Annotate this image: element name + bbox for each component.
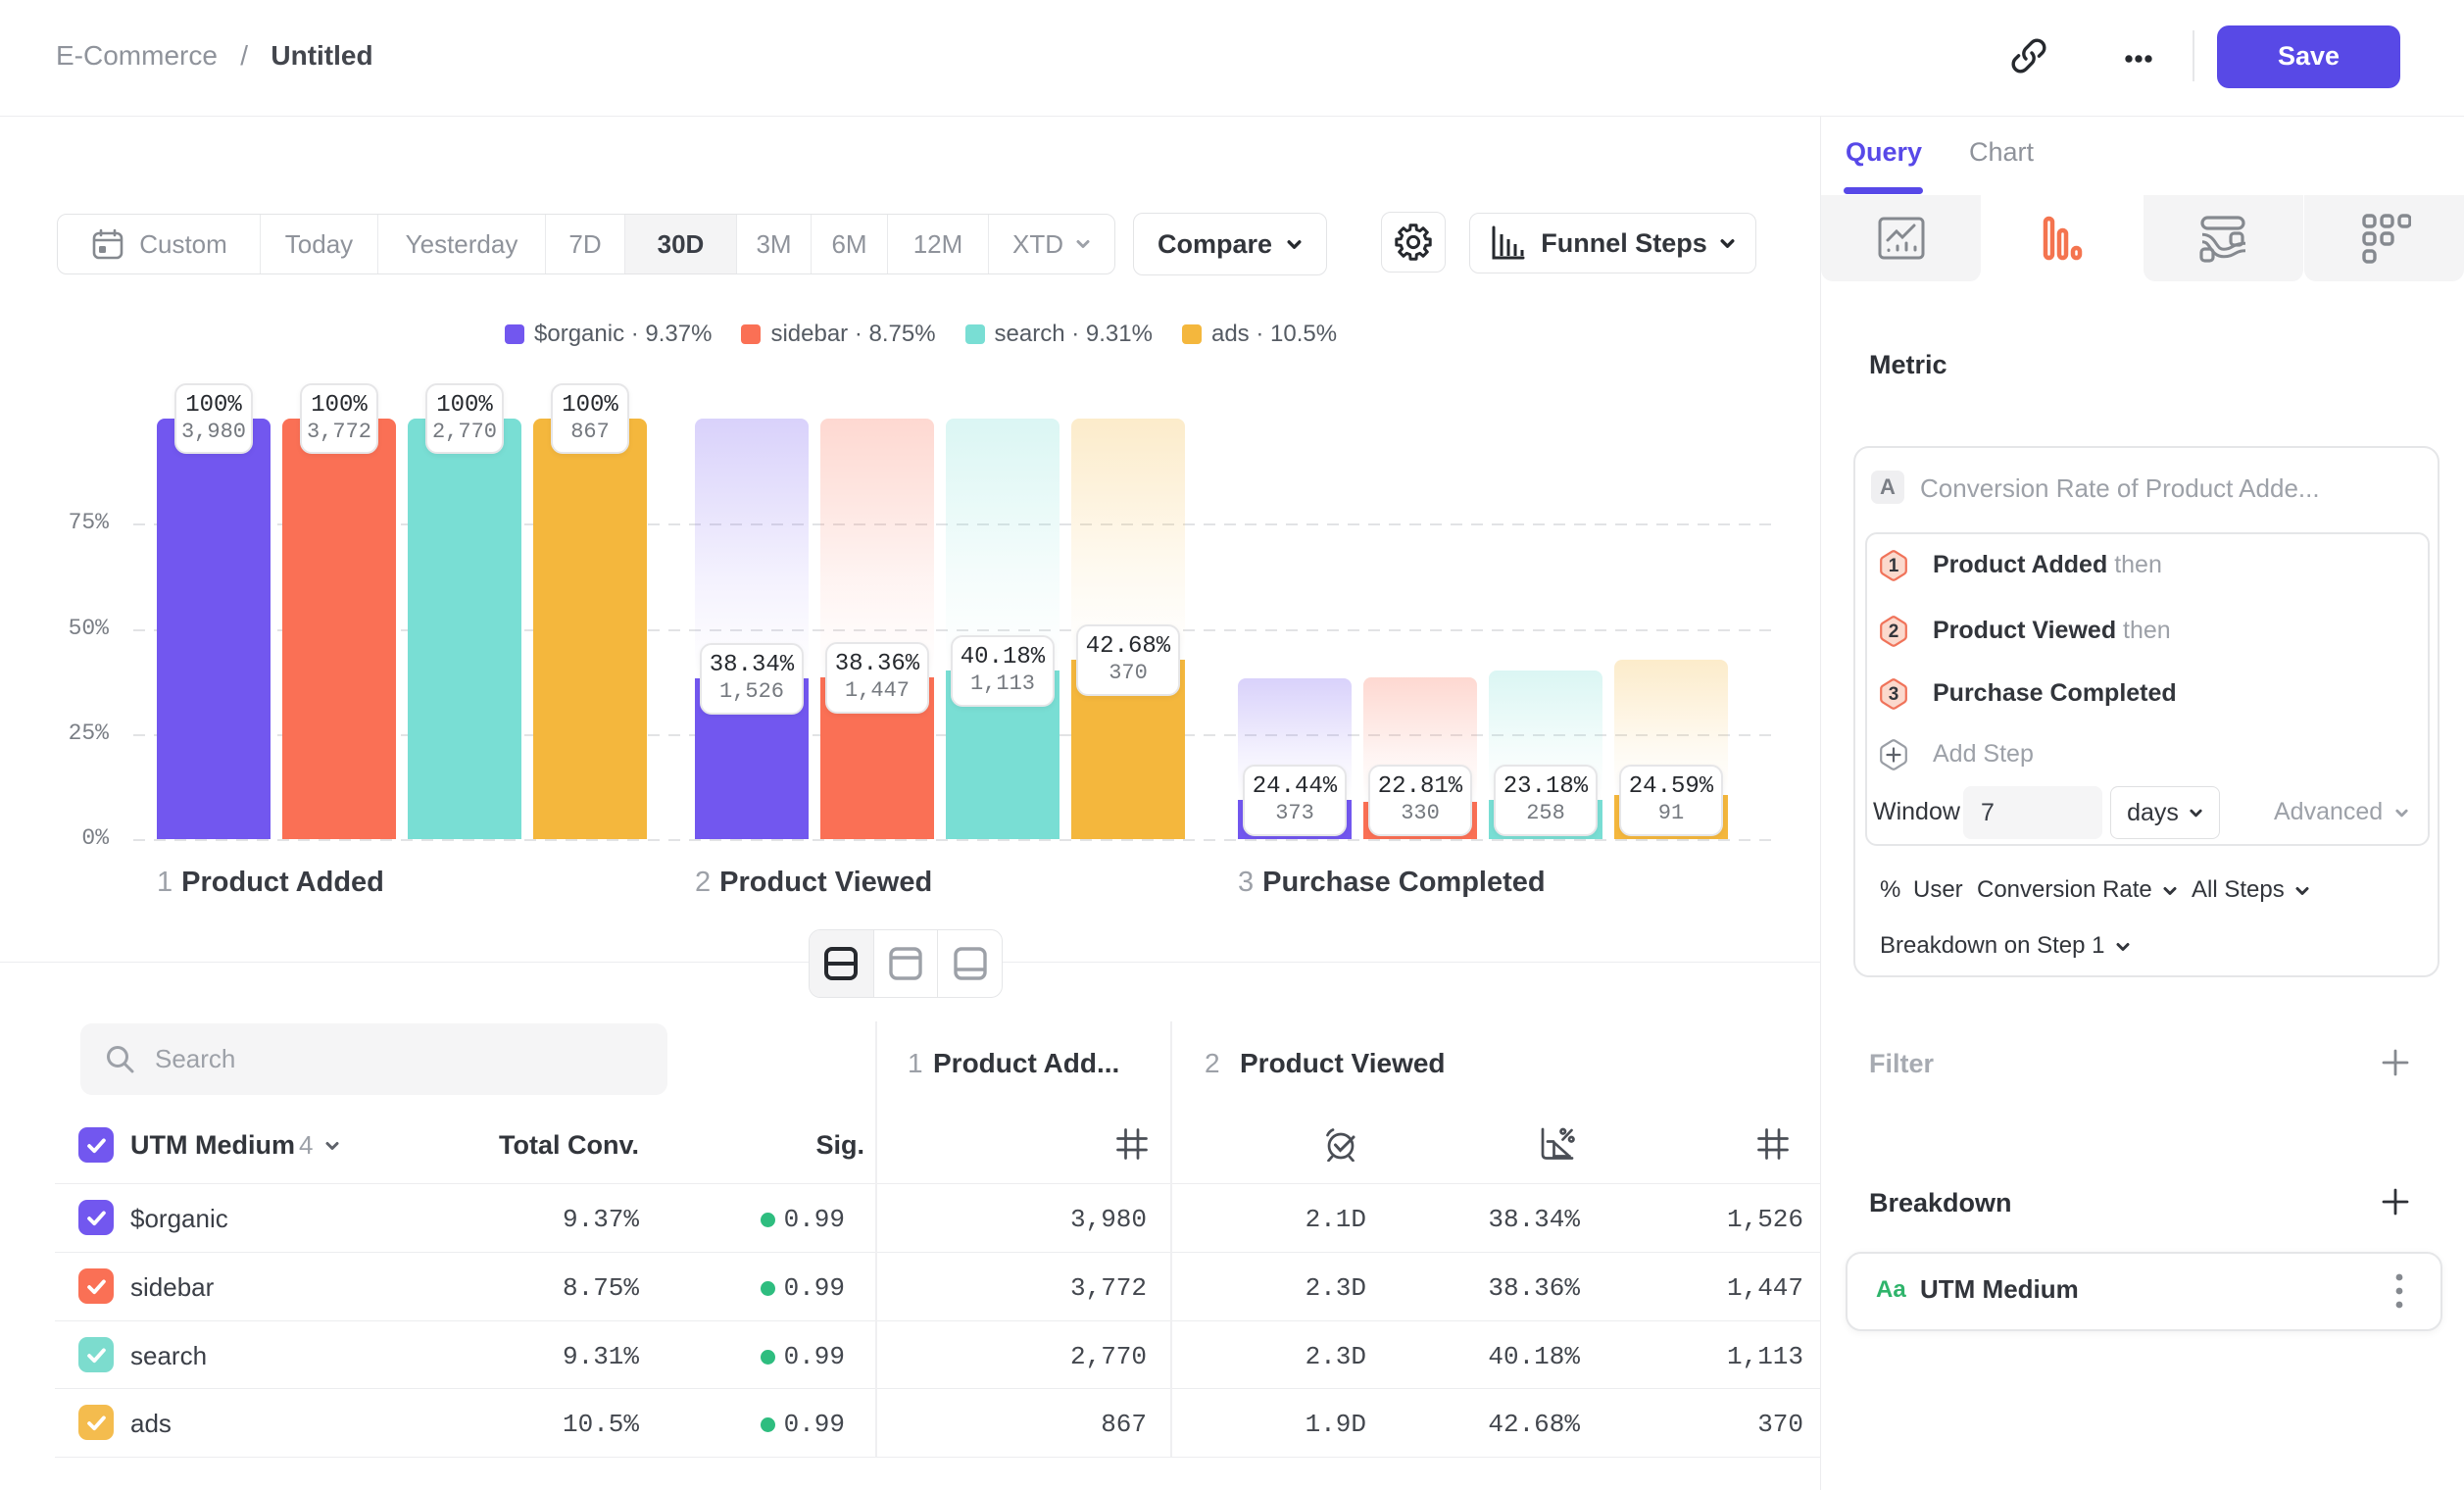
svg-text:3: 3 xyxy=(1889,684,1899,705)
svg-text:2: 2 xyxy=(1889,621,1899,642)
svg-text:1: 1 xyxy=(1889,556,1899,576)
